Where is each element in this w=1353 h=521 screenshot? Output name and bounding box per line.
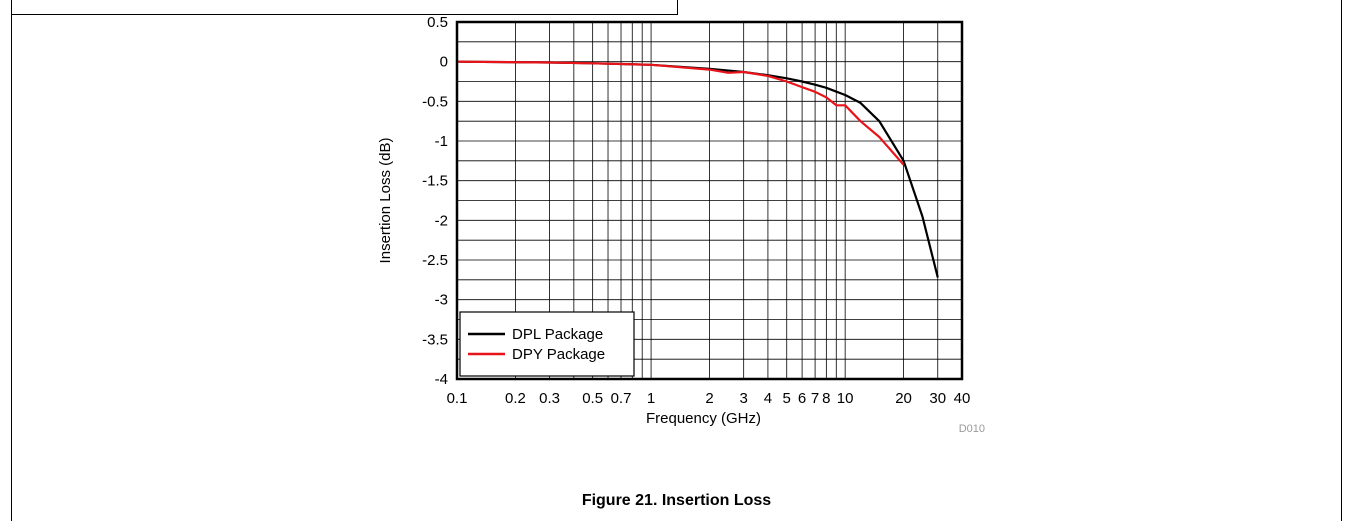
- y-tick-label: 0: [440, 54, 448, 71]
- y-tick-label: -4: [435, 371, 448, 388]
- x-tick-label: 2: [705, 390, 713, 407]
- x-tick-label: 20: [895, 390, 912, 407]
- x-tick-label: 7: [811, 390, 819, 407]
- page-frame-divider: [677, 0, 678, 15]
- y-tick-label: -3: [435, 292, 448, 309]
- series-line-dpy-package: [456, 60, 905, 166]
- figure-caption: Figure 21. Insertion Loss: [581, 492, 772, 509]
- page-frame-right: [1341, 0, 1342, 521]
- page-frame-left: [11, 0, 12, 521]
- x-tick-label: 8: [822, 390, 830, 407]
- legend-box: [459, 311, 635, 377]
- x-tick-label: 5: [783, 390, 791, 407]
- x-tick-label: 0.3: [539, 390, 560, 407]
- legend-entry: DPL Package: [512, 326, 603, 343]
- x-tick-label: 0.5: [582, 390, 603, 407]
- x-tick-label: 10: [837, 390, 854, 407]
- series-line-dpl-package: [456, 60, 939, 278]
- x-tick-label: 40: [954, 390, 971, 407]
- y-tick-label: -1.5: [422, 173, 448, 190]
- y-tick-label: -3.5: [422, 331, 448, 348]
- x-tick-label: 0.1: [447, 390, 468, 407]
- x-tick-label: 30: [929, 390, 946, 407]
- legend-entry: DPY Package: [512, 346, 605, 363]
- y-tick-label: -0.5: [422, 93, 448, 110]
- x-tick-label: 1: [647, 390, 655, 407]
- x-axis-label: Frequency (GHz): [646, 410, 761, 427]
- x-tick-label: 0.7: [611, 390, 632, 407]
- y-tick-label: 0.5: [427, 14, 448, 31]
- y-tick-label: -1: [435, 133, 448, 150]
- y-axis-label: Insertion Loss (dB): [377, 138, 394, 264]
- x-tick-label: 3: [740, 390, 748, 407]
- x-tick-label: 4: [764, 390, 772, 407]
- plot-border: [455, 20, 964, 381]
- x-tick-label: 6: [798, 390, 806, 407]
- figure-code-label: D010: [959, 423, 985, 435]
- y-tick-label: -2.5: [422, 252, 448, 269]
- y-tick-label: -2: [435, 212, 448, 229]
- page-frame-top: [11, 14, 678, 15]
- x-tick-label: 0.2: [505, 390, 526, 407]
